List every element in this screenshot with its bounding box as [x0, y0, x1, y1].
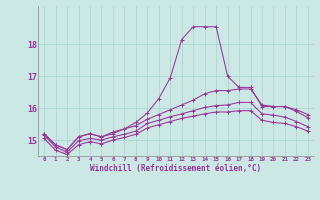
X-axis label: Windchill (Refroidissement éolien,°C): Windchill (Refroidissement éolien,°C)	[91, 164, 261, 173]
